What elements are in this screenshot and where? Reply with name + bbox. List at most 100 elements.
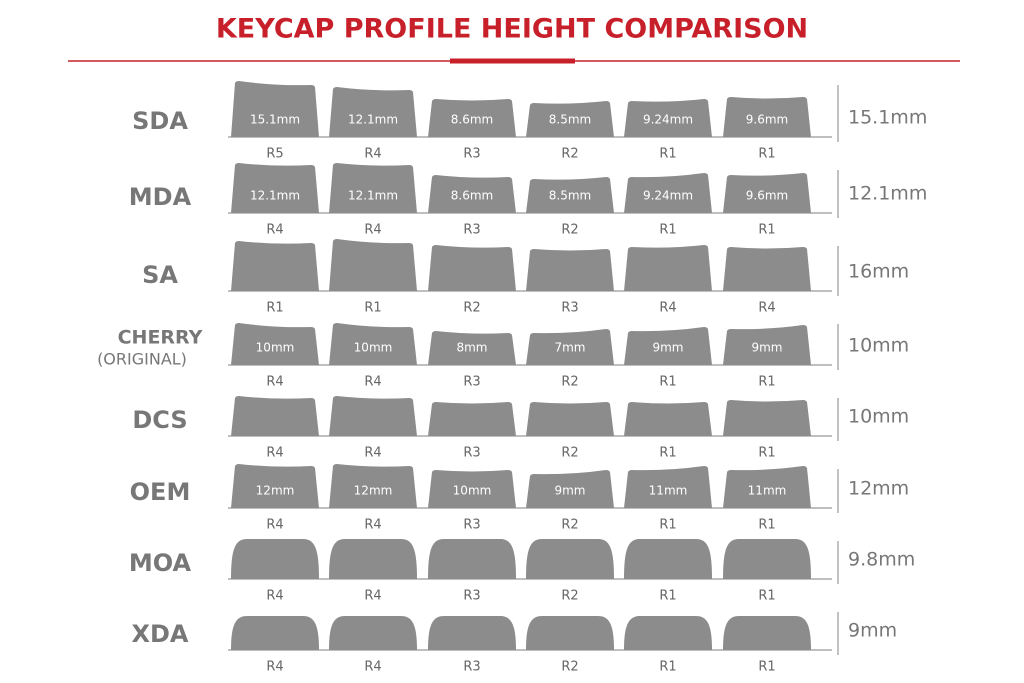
- title: KEYCAP PROFILE HEIGHT COMPARISON: [216, 14, 808, 45]
- keycap-label: 9.6mm: [746, 189, 788, 203]
- row-label: R1: [758, 589, 775, 604]
- row-label: R3: [463, 223, 480, 238]
- keycap: [428, 245, 516, 291]
- keycap-label: 12mm: [354, 484, 393, 498]
- row-label: R3: [561, 301, 578, 316]
- row-label: R3: [463, 518, 480, 533]
- row-label: R2: [561, 589, 578, 604]
- row-label: R4: [266, 518, 283, 533]
- keycap: [329, 464, 417, 508]
- keycap: [329, 396, 417, 436]
- row-label: R4: [266, 446, 283, 461]
- profile-height: 12.1mm: [848, 183, 927, 205]
- row-label: R1: [659, 660, 676, 675]
- keycap: [723, 97, 811, 137]
- keycap: [329, 616, 417, 650]
- row-label: R1: [758, 518, 775, 533]
- profile-height: 16mm: [848, 261, 909, 283]
- keycap: [231, 616, 319, 650]
- keycap-label: 9mm: [554, 484, 585, 498]
- keycap-label: 12.1mm: [348, 113, 398, 127]
- keycap: [723, 616, 811, 650]
- profile-name: SDA: [132, 107, 188, 135]
- keycap: [624, 616, 712, 650]
- keycap: [428, 616, 516, 650]
- keycap: [526, 101, 614, 137]
- keycap-label: 12mm: [256, 484, 295, 498]
- keycap: [723, 466, 811, 508]
- keycap: [624, 173, 712, 213]
- row-label: R4: [364, 518, 381, 533]
- keycap: [231, 464, 319, 508]
- keycap-label: 11mm: [649, 484, 688, 498]
- row-label: R1: [659, 375, 676, 390]
- keycap: [231, 323, 319, 365]
- keycap: [231, 539, 319, 579]
- keycap-label: 9mm: [652, 341, 683, 355]
- profile-name: MOA: [129, 549, 192, 577]
- keycap: [624, 466, 712, 508]
- row-label: R1: [266, 301, 283, 316]
- row-label: R4: [266, 660, 283, 675]
- row-label: R2: [463, 301, 480, 316]
- row-label: R4: [266, 589, 283, 604]
- keycap: [231, 81, 319, 137]
- keycap-label: 10mm: [453, 484, 492, 498]
- keycap-label: 9.24mm: [643, 189, 693, 203]
- keycap: [526, 177, 614, 213]
- row-label: R3: [463, 446, 480, 461]
- keycap-label: 8.5mm: [549, 189, 591, 203]
- row-label: R1: [659, 147, 676, 162]
- keycap: [329, 87, 417, 137]
- keycap: [723, 173, 811, 213]
- row-label: R4: [266, 375, 283, 390]
- keycap-label: 10mm: [354, 341, 393, 355]
- keycap: [624, 539, 712, 579]
- profile-height: 12mm: [848, 478, 909, 500]
- row-label: R3: [463, 147, 480, 162]
- keycap: [428, 331, 516, 365]
- keycap: [723, 325, 811, 365]
- keycap: [624, 245, 712, 291]
- keycap-label: 8mm: [456, 341, 487, 355]
- profile-name: MDA: [129, 183, 192, 211]
- profile-height: 10mm: [848, 406, 909, 428]
- row-label: R2: [561, 660, 578, 675]
- row-label: R2: [561, 375, 578, 390]
- keycap-label: 8.6mm: [451, 113, 493, 127]
- row-label: R4: [758, 301, 775, 316]
- row-label: R4: [266, 223, 283, 238]
- row-label: R1: [758, 446, 775, 461]
- row-label: R4: [364, 589, 381, 604]
- keycap: [526, 249, 614, 291]
- profile-height: 15.1mm: [848, 107, 927, 129]
- row-label: R4: [364, 375, 381, 390]
- keycap: [526, 402, 614, 436]
- keycap: [329, 163, 417, 213]
- row-label: R3: [463, 589, 480, 604]
- keycap-label: 7mm: [554, 341, 585, 355]
- keycap: [428, 539, 516, 579]
- keycap-label: 12.1mm: [250, 189, 300, 203]
- row-label: R1: [364, 301, 381, 316]
- keycap-label: 11mm: [748, 484, 787, 498]
- keycap: [329, 323, 417, 365]
- keycap: [723, 400, 811, 436]
- keycap-label: 10mm: [256, 341, 295, 355]
- keycap: [428, 175, 516, 213]
- keycap-label: 9.24mm: [643, 113, 693, 127]
- keycap: [526, 616, 614, 650]
- keycap-label: 8.5mm: [549, 113, 591, 127]
- keycap: [723, 539, 811, 579]
- profile-height: 9.8mm: [848, 549, 915, 571]
- row-label: R1: [659, 589, 676, 604]
- row-label: R2: [561, 223, 578, 238]
- keycap: [231, 396, 319, 436]
- keycap: [723, 247, 811, 291]
- keycap-label: 15.1mm: [250, 113, 300, 127]
- row-label: R4: [659, 301, 676, 316]
- row-label: R4: [364, 147, 381, 162]
- keycap-label: 8.6mm: [451, 189, 493, 203]
- profile-name: DCS: [132, 406, 187, 434]
